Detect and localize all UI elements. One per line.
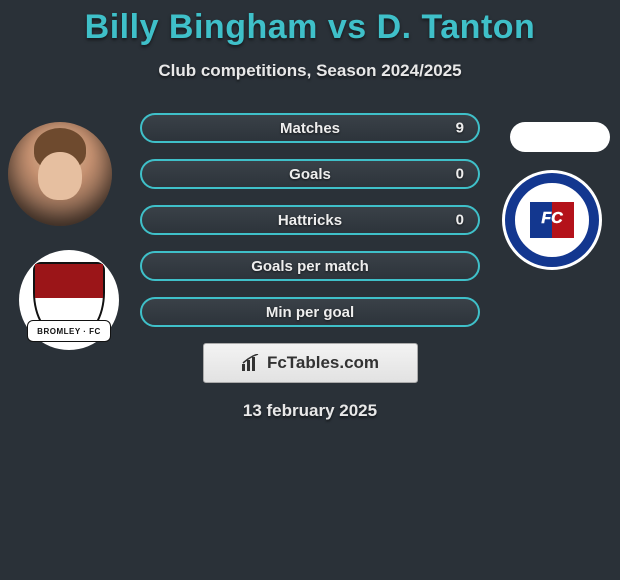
logo-text: FcTables.com bbox=[267, 353, 379, 373]
right-player-avatar bbox=[510, 122, 610, 152]
fctables-logo: FcTables.com bbox=[203, 343, 418, 383]
stat-label: Hattricks bbox=[278, 212, 342, 229]
stat-row: Hattricks 0 bbox=[140, 205, 480, 235]
stat-label: Matches bbox=[280, 120, 340, 137]
date-label: 13 february 2025 bbox=[0, 401, 620, 421]
subtitle: Club competitions, Season 2024/2025 bbox=[0, 61, 620, 81]
left-club-label: BROMLEY · FC bbox=[27, 320, 111, 342]
stat-right-value: 0 bbox=[456, 212, 464, 229]
stat-row: Goals per match bbox=[140, 251, 480, 281]
right-club-badge: FC bbox=[502, 170, 602, 270]
right-club-monogram: FC bbox=[530, 210, 574, 228]
stat-label: Goals per match bbox=[251, 258, 369, 275]
page-title: Billy Bingham vs D. Tanton bbox=[0, 0, 620, 47]
bar-chart-icon bbox=[241, 354, 261, 372]
stat-row: Goals 0 bbox=[140, 159, 480, 189]
stat-label: Min per goal bbox=[266, 304, 354, 321]
stat-row: Min per goal bbox=[140, 297, 480, 327]
stat-right-value: 9 bbox=[456, 120, 464, 137]
stat-right-value: 0 bbox=[456, 166, 464, 183]
left-player-avatar bbox=[8, 122, 112, 226]
left-club-badge: BROMLEY · FC bbox=[19, 250, 119, 350]
flag-icon: FC bbox=[530, 202, 574, 238]
stat-label: Goals bbox=[289, 166, 331, 183]
stat-row: Matches 9 bbox=[140, 113, 480, 143]
